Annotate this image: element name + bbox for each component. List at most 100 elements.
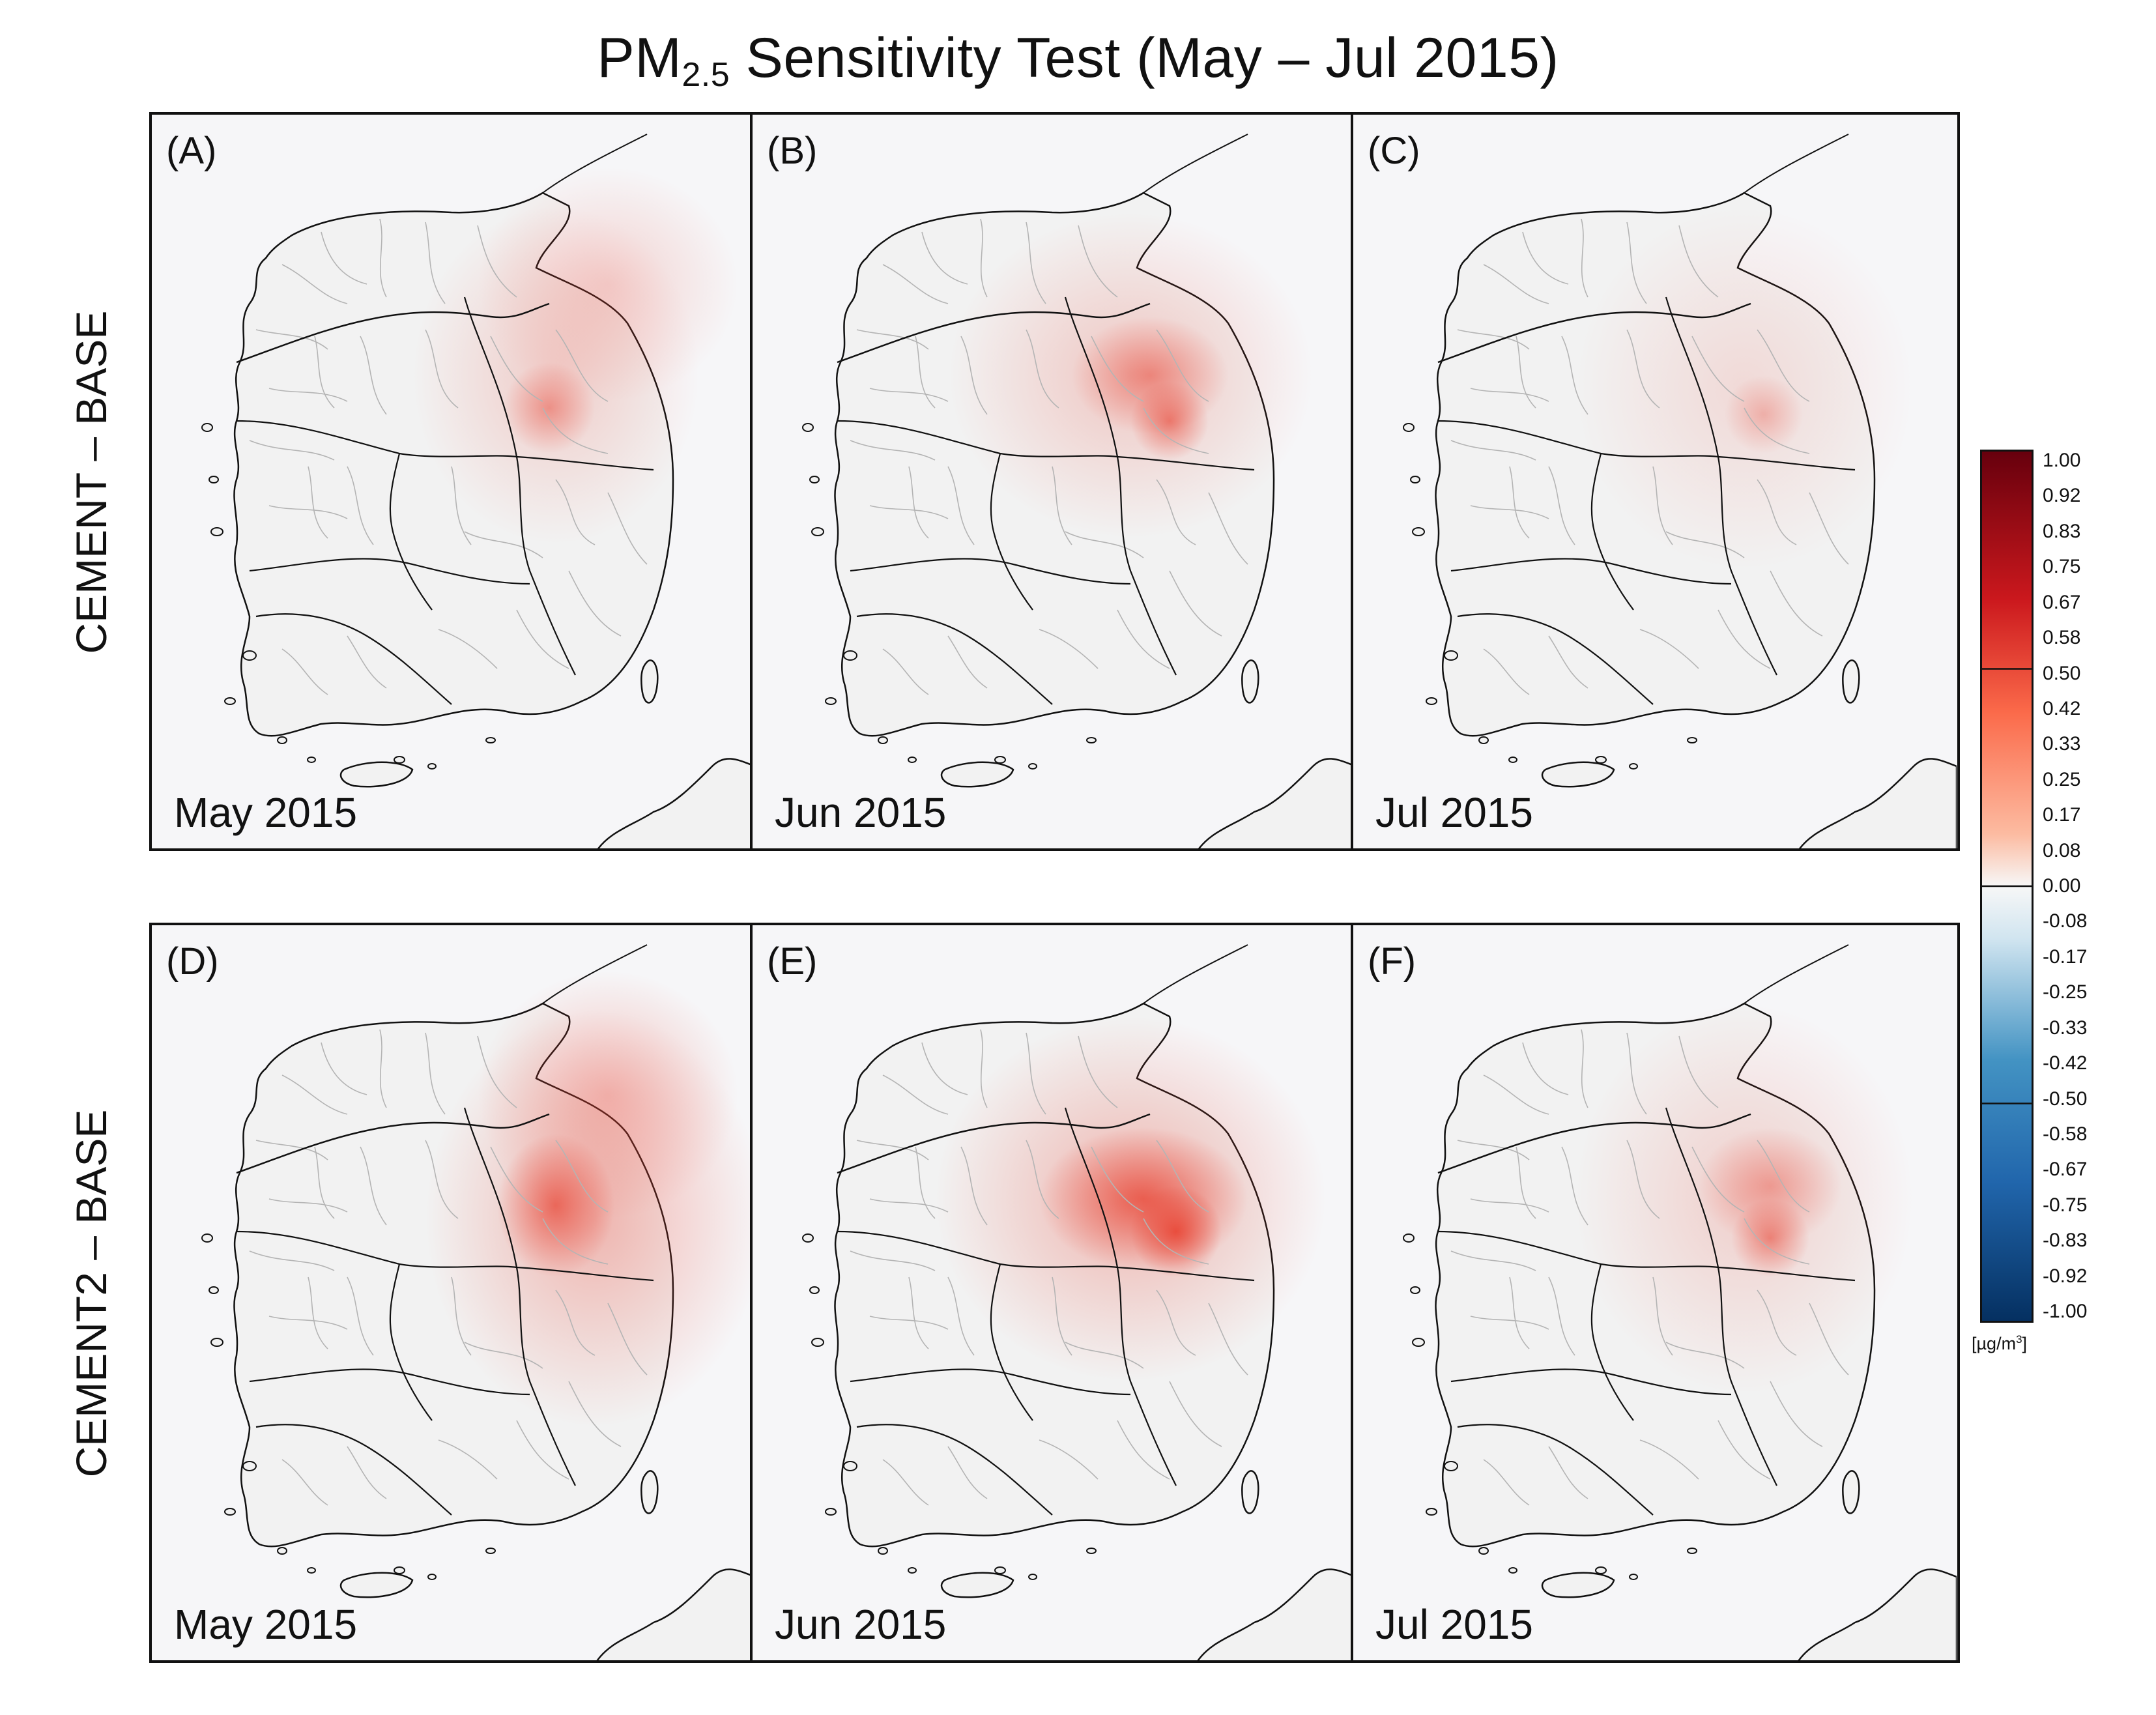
jeju-island: [1541, 1572, 1615, 1598]
colorbar-tick-label: -0.67: [2043, 1159, 2088, 1181]
district-boundary: [542, 1218, 609, 1265]
district-boundary: [1718, 609, 1771, 669]
island: [1444, 1461, 1458, 1471]
panel-letter: (F): [1368, 940, 1416, 983]
district-boundary: [1091, 1146, 1144, 1213]
province-boundary: [837, 1230, 1255, 1282]
district-boundary: [1665, 1342, 1745, 1369]
district-boundary: [425, 222, 446, 304]
district-boundary: [1652, 466, 1673, 545]
district-boundary: [1457, 329, 1530, 350]
island: [1412, 1338, 1425, 1347]
district-boundary: [1091, 336, 1144, 402]
dmz-border: [236, 302, 550, 364]
island: [485, 737, 496, 743]
japan-coast: [597, 758, 750, 848]
district-boundary: [1156, 479, 1196, 545]
district-boundary: [856, 329, 929, 350]
district-boundary: [555, 1290, 596, 1356]
island: [878, 736, 888, 744]
district-boundary: [281, 1459, 328, 1506]
island: [427, 1574, 437, 1580]
colorbar-tick-label: -0.50: [2043, 1088, 2088, 1110]
province-boundary: [856, 1424, 1053, 1516]
province-boundary: [1717, 456, 1777, 676]
island: [1403, 423, 1415, 432]
district-boundary: [1639, 1439, 1699, 1480]
district-boundary: [850, 440, 936, 461]
district-boundary: [1561, 1146, 1588, 1226]
tsushima-island: [640, 1470, 659, 1514]
district-boundary: [1026, 1140, 1059, 1219]
island: [1412, 527, 1425, 536]
map-panel-d: (D) May 2015: [149, 923, 753, 1663]
district-boundary: [980, 218, 988, 298]
island: [1595, 1566, 1607, 1574]
colorbar-tick-label: 0.00: [2043, 875, 2081, 897]
island: [843, 650, 857, 661]
district-boundary: [1026, 1032, 1046, 1115]
district-boundary: [1450, 440, 1536, 461]
panel-date: Jul 2015: [1375, 789, 1533, 836]
district-boundary: [451, 466, 472, 545]
district-boundary: [1626, 1140, 1660, 1219]
northeast-coast: [1143, 944, 1248, 1004]
district-boundary: [1744, 407, 1810, 454]
district-boundary: [1483, 264, 1549, 304]
district-boundary: [425, 329, 459, 409]
district-boundary: [947, 466, 975, 545]
province-boundary: [1717, 1267, 1777, 1486]
province-boundary: [236, 1230, 654, 1282]
district-boundary: [1678, 1035, 1719, 1108]
colorbar-tick-label: 0.25: [2043, 768, 2081, 790]
colorbar-tick-label: 0.33: [2043, 733, 2081, 755]
district-boundary: [1757, 329, 1810, 402]
district-boundary: [347, 1276, 374, 1356]
district-boundary: [980, 1029, 988, 1108]
island: [1426, 1508, 1437, 1516]
island: [394, 756, 405, 764]
district-boundary: [1770, 1381, 1823, 1447]
district-boundary: [607, 1303, 648, 1376]
colorbar-tick-label: -0.33: [2043, 1016, 2088, 1039]
colorbar-tick-label: -0.75: [2043, 1194, 2088, 1216]
district-boundary: [1757, 479, 1797, 545]
colorbar-tick-label: 0.67: [2043, 591, 2081, 613]
district-boundary: [1483, 1459, 1530, 1506]
district-boundary: [1522, 1042, 1569, 1095]
district-boundary: [1483, 1074, 1549, 1115]
island: [208, 1286, 219, 1294]
district-boundary: [1665, 531, 1745, 558]
province-boundary: [389, 453, 433, 611]
district-boundary: [1626, 222, 1647, 304]
island: [1403, 1233, 1415, 1243]
island: [1410, 1286, 1420, 1294]
district-boundary: [1143, 1218, 1209, 1265]
island: [908, 1567, 917, 1574]
district-boundary: [438, 1439, 498, 1480]
district-boundary: [1639, 629, 1699, 669]
jeju-island: [940, 761, 1014, 788]
district-boundary: [607, 492, 648, 565]
province-boundary: [1590, 453, 1634, 611]
district-boundary: [1548, 1446, 1588, 1499]
district-boundary: [308, 1276, 328, 1349]
island: [1028, 763, 1037, 770]
island: [201, 1233, 213, 1243]
district-boundary: [1208, 492, 1248, 565]
district-boundary: [464, 531, 543, 558]
figure-title: PM2.5 Sensitivity Test (May – Jul 2015): [597, 27, 1559, 94]
district-boundary: [869, 1198, 949, 1213]
japan-coast: [596, 1568, 750, 1660]
district-boundary: [516, 1420, 569, 1480]
district-boundary: [1065, 1342, 1144, 1369]
district-boundary: [1117, 1420, 1170, 1480]
district-boundary: [308, 466, 328, 539]
district-boundary: [1548, 466, 1575, 545]
island: [825, 1508, 837, 1516]
jeju-island: [1541, 761, 1615, 788]
district-boundary: [438, 629, 498, 669]
pm25-anomaly-blob: [1130, 382, 1209, 460]
island: [1508, 1567, 1517, 1574]
province-boundary: [249, 558, 530, 585]
